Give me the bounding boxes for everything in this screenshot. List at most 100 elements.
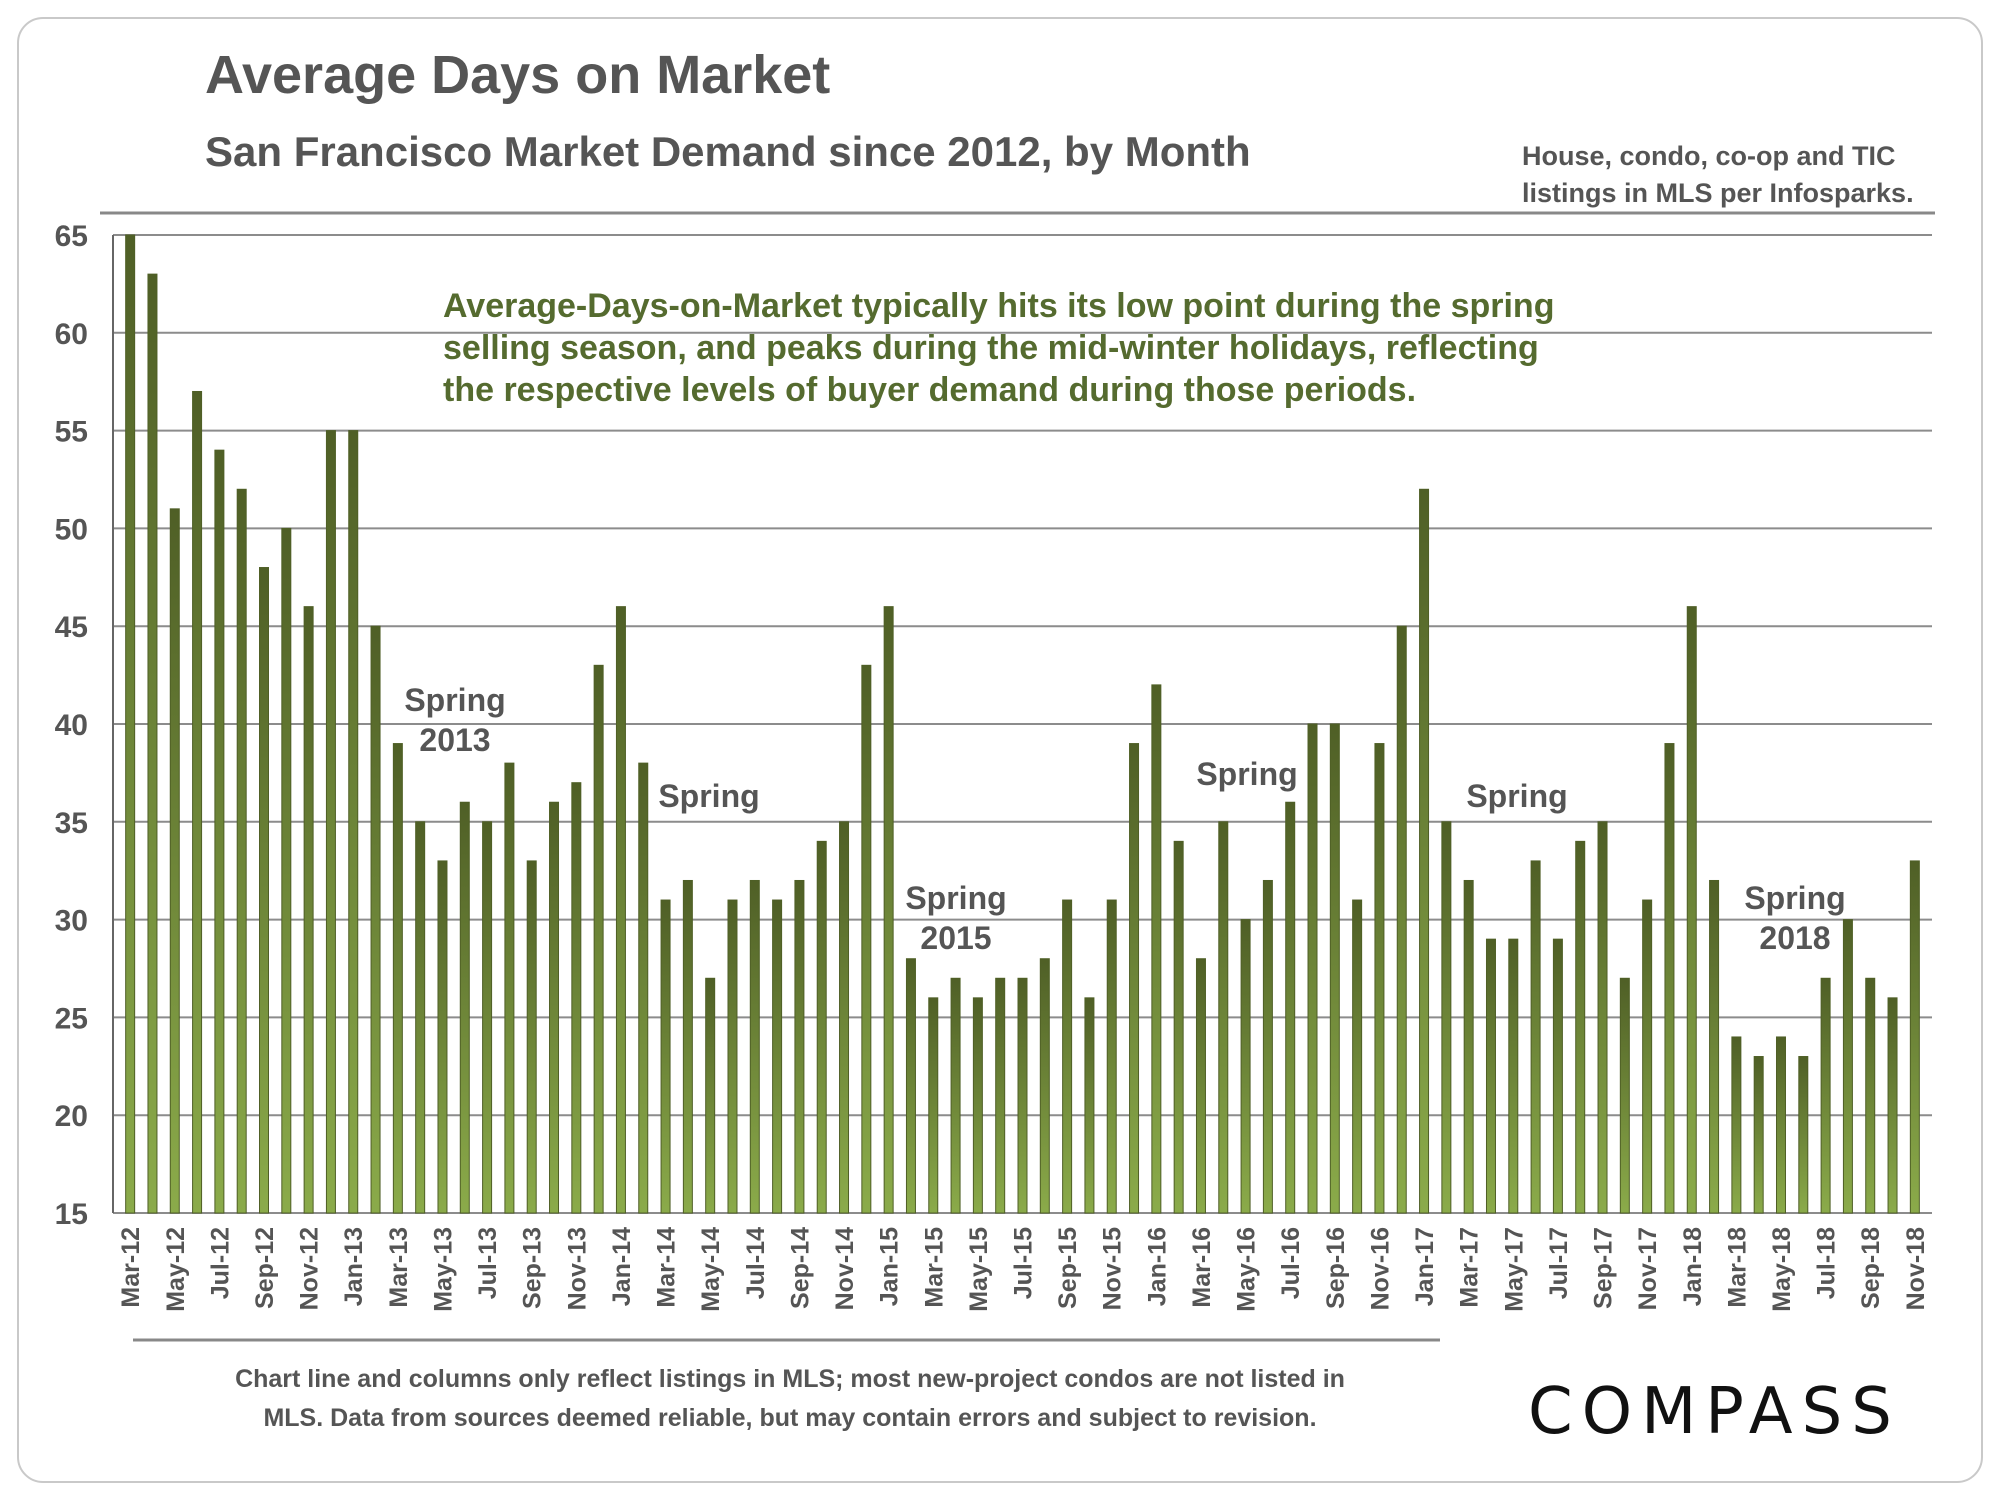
bar-jun-18 xyxy=(1798,1056,1809,1214)
bar-aug-12 xyxy=(236,488,247,1214)
x-tick-label: Jan-17 xyxy=(1411,1227,1439,1306)
x-tick-label: Nov-13 xyxy=(563,1227,591,1310)
y-tick-label: 15 xyxy=(55,1198,88,1231)
bar-mar-15 xyxy=(928,997,939,1214)
x-tick-label: Jan-15 xyxy=(876,1227,904,1306)
bar-may-17 xyxy=(1508,938,1519,1214)
spring-2018-label: Spring 2018 xyxy=(1744,878,1845,958)
x-tick-label: Sep-18 xyxy=(1857,1227,1885,1309)
x-tick-label: Mar-13 xyxy=(385,1227,413,1308)
x-tick-label: May-13 xyxy=(429,1227,457,1312)
x-tick-label: Jul-14 xyxy=(742,1227,770,1299)
bar-jul-15 xyxy=(1017,977,1028,1214)
bar-may-14 xyxy=(705,977,716,1214)
bar-oct-14 xyxy=(816,840,827,1214)
spring-label-line: Spring xyxy=(404,682,506,718)
bar-apr-15 xyxy=(950,977,961,1214)
x-tick-label: Jan-14 xyxy=(608,1227,636,1306)
bar-jun-12 xyxy=(192,390,203,1214)
x-tick-label: Sep-14 xyxy=(786,1227,814,1309)
x-tick-label: May-15 xyxy=(965,1227,993,1312)
x-tick-label: Jul-13 xyxy=(474,1227,502,1299)
bar-jul-14 xyxy=(749,879,760,1214)
bar-may-13 xyxy=(437,860,448,1214)
footer-disclaimer: Chart line and columns only reflect list… xyxy=(130,1360,1450,1438)
bar-sep-18 xyxy=(1865,977,1876,1214)
y-tick-label: 45 xyxy=(55,611,88,644)
bar-mar-13 xyxy=(392,743,403,1214)
bar-apr-14 xyxy=(682,879,693,1214)
y-tick-label: 25 xyxy=(55,1002,88,1035)
bar-mar-17 xyxy=(1463,879,1474,1214)
bar-jan-16 xyxy=(1151,684,1162,1214)
spring-2016-label: Spring xyxy=(1196,754,1297,794)
x-tick-label: Mar-16 xyxy=(1188,1227,1216,1308)
spring-label-line: 2013 xyxy=(419,722,491,758)
source-note-line: listings in MLS per Infosparks. xyxy=(1522,178,1914,208)
bar-aug-18 xyxy=(1842,919,1853,1214)
x-tick-label: May-17 xyxy=(1500,1227,1528,1312)
bar-aug-16 xyxy=(1307,723,1318,1214)
bar-jul-18 xyxy=(1820,977,1831,1214)
x-tick-label: Mar-15 xyxy=(920,1227,948,1308)
y-tick-label: 50 xyxy=(55,513,88,546)
y-tick-label: 60 xyxy=(55,318,88,351)
footer-line: Chart line and columns only reflect list… xyxy=(235,1365,1345,1393)
y-tick-label: 30 xyxy=(55,905,88,938)
x-tick-label: May-16 xyxy=(1233,1227,1261,1312)
bar-apr-12 xyxy=(147,273,158,1214)
bar-jun-16 xyxy=(1262,879,1273,1214)
y-tick-label: 40 xyxy=(55,709,88,742)
compass-logo: COMPASS xyxy=(1528,1375,1901,1449)
bar-nov-15 xyxy=(1106,899,1117,1214)
bar-feb-17 xyxy=(1441,821,1452,1214)
bar-apr-18 xyxy=(1753,1056,1764,1214)
bar-nov-13 xyxy=(571,782,582,1214)
spring-label-line: 2018 xyxy=(1759,920,1831,956)
bar-dec-16 xyxy=(1396,625,1407,1214)
x-tick-label: May-12 xyxy=(162,1227,190,1312)
bar-mar-18 xyxy=(1731,1036,1742,1214)
bar-dec-17 xyxy=(1664,743,1675,1214)
bar-nov-18 xyxy=(1909,860,1920,1214)
y-tick-label: 55 xyxy=(55,416,88,449)
annotation-line: Average-Days-on-Market typically hits it… xyxy=(443,287,1555,325)
y-tick-label: 35 xyxy=(55,807,88,840)
bar-jan-18 xyxy=(1686,606,1697,1214)
bar-jul-16 xyxy=(1285,801,1296,1214)
x-tick-label: Mar-18 xyxy=(1723,1227,1751,1308)
bar-aug-15 xyxy=(1039,958,1050,1214)
spring-2017-label: Spring xyxy=(1466,776,1567,816)
bar-dec-13 xyxy=(593,664,604,1214)
bar-jul-17 xyxy=(1552,938,1563,1214)
bar-jan-13 xyxy=(348,430,359,1214)
bar-sep-17 xyxy=(1597,821,1608,1214)
spring-label-line: Spring xyxy=(905,880,1007,916)
bar-may-18 xyxy=(1775,1036,1786,1214)
bar-sep-15 xyxy=(1062,899,1073,1214)
bar-feb-18 xyxy=(1709,879,1720,1214)
bar-dec-12 xyxy=(325,430,336,1214)
footer-line: MLS. Data from sources deemed reliable, … xyxy=(263,1404,1317,1432)
bar-jul-13 xyxy=(482,821,493,1214)
bar-oct-13 xyxy=(549,801,560,1214)
annotation-line: the respective levels of buyer demand du… xyxy=(443,371,1417,409)
x-tick-label: Sep-13 xyxy=(519,1227,547,1309)
x-tick-label: Sep-16 xyxy=(1322,1227,1350,1309)
bar-nov-17 xyxy=(1642,899,1653,1214)
bar-aug-17 xyxy=(1575,840,1586,1214)
source-note: House, condo, co-op and TIC listings in … xyxy=(1522,138,1914,212)
bar-mar-12 xyxy=(125,234,136,1214)
x-tick-label: Nov-16 xyxy=(1366,1227,1394,1310)
spring-label-line: 2015 xyxy=(920,920,992,956)
source-note-line: House, condo, co-op and TIC xyxy=(1522,141,1896,171)
x-tick-label: May-18 xyxy=(1768,1227,1796,1312)
bar-oct-16 xyxy=(1352,899,1363,1214)
bar-jun-15 xyxy=(995,977,1006,1214)
bar-sep-14 xyxy=(794,879,805,1214)
chart-subtitle: San Francisco Market Demand since 2012, … xyxy=(205,128,1251,175)
bar-nov-16 xyxy=(1374,743,1385,1214)
spring-label-line: Spring xyxy=(1744,880,1846,916)
bar-mar-16 xyxy=(1195,958,1206,1214)
